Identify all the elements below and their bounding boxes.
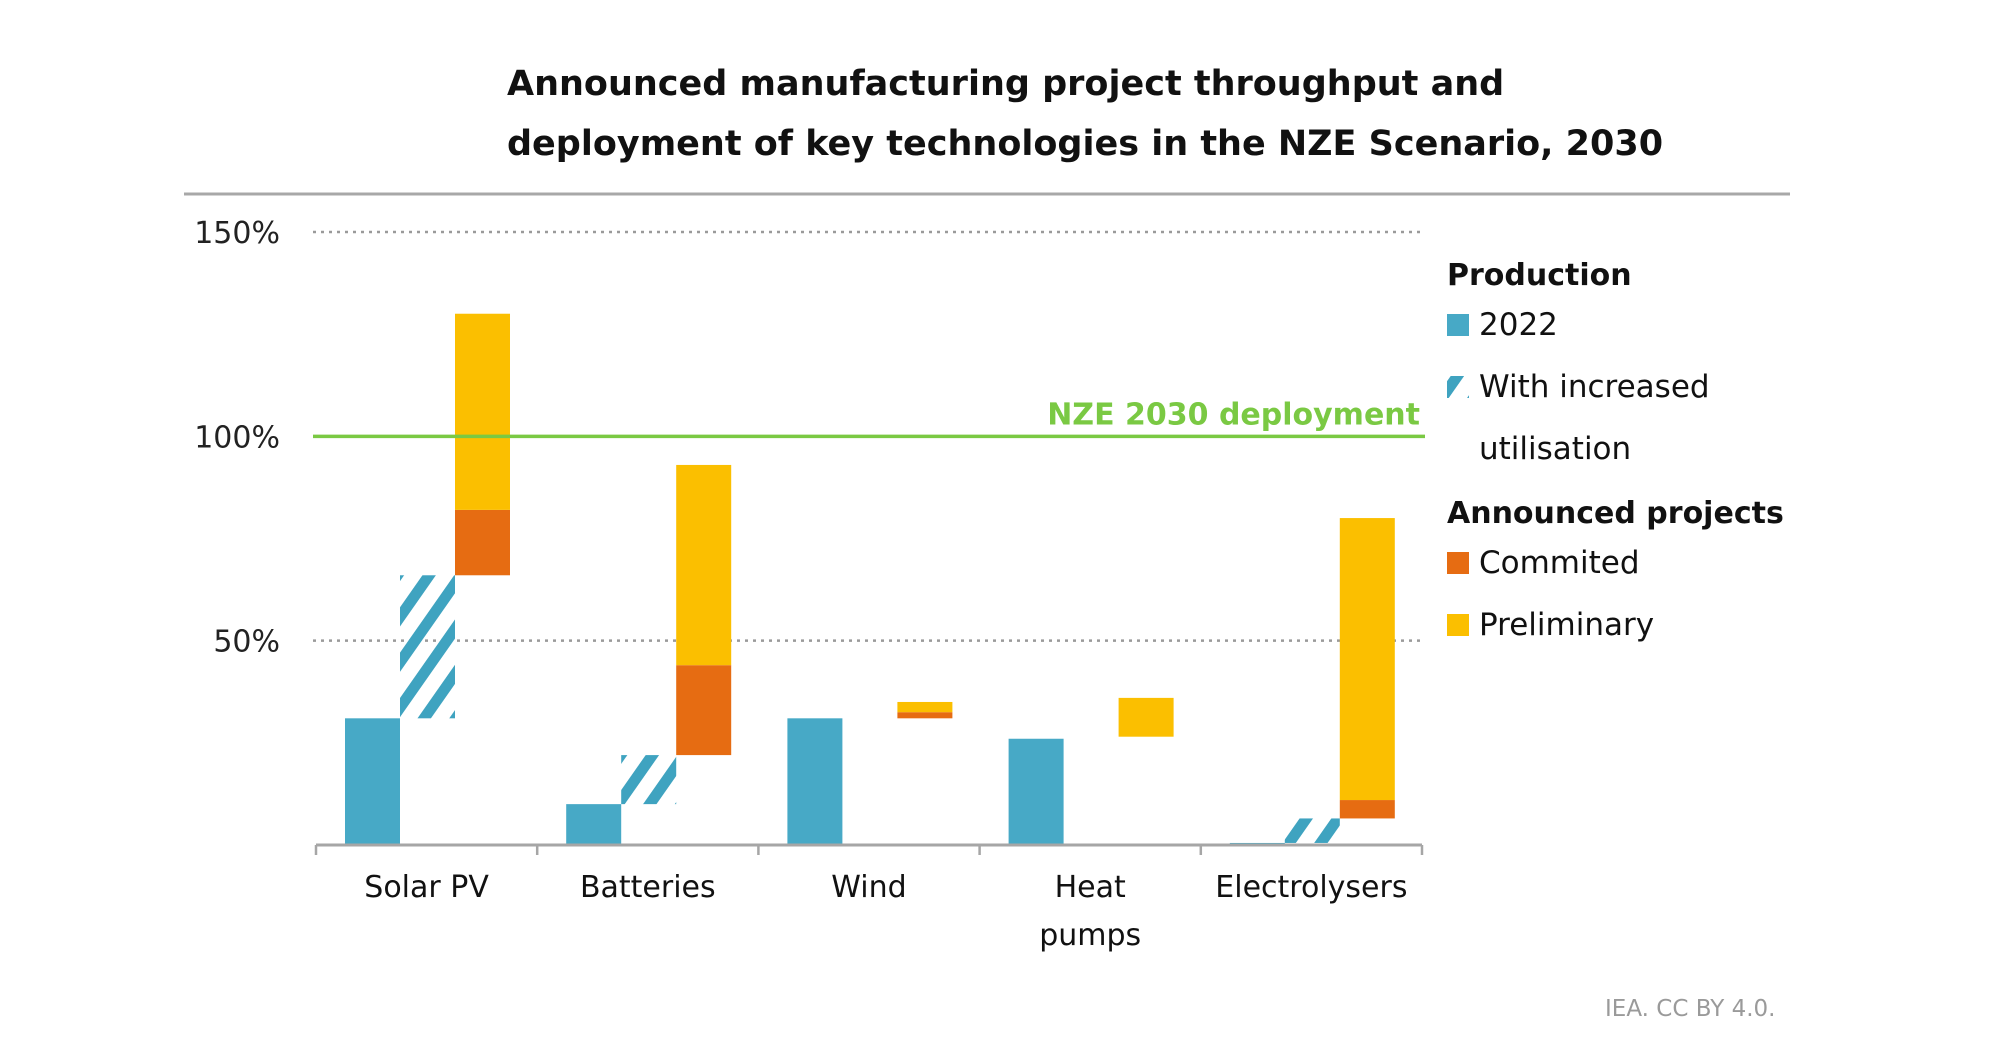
legend-swatch [1447, 314, 1469, 336]
chart-title: Announced manufacturing project throughp… [507, 64, 1663, 164]
x-tick-label: Heat [1055, 870, 1126, 905]
legend-label: With increased [1479, 369, 1710, 405]
bar-heat-pumps-preliminary [1118, 697, 1174, 737]
bar-wind-commited [897, 712, 953, 719]
bar-batteries-commited [676, 665, 732, 756]
bar-solar-pv-2022 [345, 718, 400, 845]
bars [345, 313, 1395, 845]
bar-electrolysers-preliminary [1339, 518, 1395, 801]
reference-line-group: NZE 2030 deployment [313, 397, 1425, 439]
y-tick-label: 100% [194, 420, 280, 455]
y-axis-ticks: 150% 100% 50% [194, 216, 280, 660]
x-tick-label: Solar PV [364, 870, 489, 905]
chart-title-line-1: Announced manufacturing project throughp… [507, 64, 1504, 104]
nze-2030-reference-label: NZE 2030 deployment [1047, 397, 1420, 432]
legend-item: With increased utilisation [1447, 369, 1710, 467]
legend-label: Commited [1479, 545, 1640, 581]
legend: Production 2022 With increased utilisation A… [1447, 258, 1784, 643]
legend-heading: Production [1447, 258, 1632, 293]
x-tick-label: pumps [1039, 918, 1141, 953]
legend-item: Commited [1447, 545, 1640, 581]
bar-solar-pv-commited [455, 509, 510, 576]
x-axis [314, 843, 1424, 855]
x-tick-label: Batteries [580, 870, 716, 905]
legend-swatch [1447, 376, 1469, 398]
bar-solar-pv-preliminary [455, 313, 510, 510]
legend-swatch [1447, 552, 1469, 574]
x-axis-labels: Solar PV Batteries Wind Heat pumps Electrolys… [364, 870, 1407, 953]
bar-batteries-2022 [566, 804, 622, 845]
bar-electrolysers-commited [1339, 800, 1395, 819]
x-tick-label: Electrolysers [1215, 870, 1407, 905]
chart-title-line-2: deployment of key technologies in the NZ… [507, 124, 1663, 164]
bar-wind-preliminary [897, 701, 953, 713]
gridlines [313, 230, 1425, 642]
y-tick-label: 50% [213, 625, 280, 660]
bar-batteries-preliminary [676, 464, 732, 666]
legend-swatch [1447, 614, 1469, 636]
bar-solar-pv-with-increased-utilisation [400, 575, 455, 719]
legend-item: 2022 [1447, 307, 1558, 343]
legend-heading: Announced projects [1447, 496, 1784, 531]
x-tick-label: Wind [831, 870, 906, 905]
legend-label: Preliminary [1479, 607, 1654, 643]
legend-label: 2022 [1479, 307, 1558, 343]
y-tick-label: 150% [194, 216, 280, 251]
legend-item: Preliminary [1447, 607, 1654, 643]
bar-electrolysers-with-increased-utilisation [1284, 818, 1340, 843]
bar-wind-2022 [787, 718, 843, 845]
bar-heat-pumps-2022 [1008, 738, 1064, 845]
source-credit: IEA. CC BY 4.0. [1605, 996, 1775, 1022]
legend-label: utilisation [1479, 431, 1631, 467]
bar-batteries-with-increased-utilisation [621, 755, 677, 805]
